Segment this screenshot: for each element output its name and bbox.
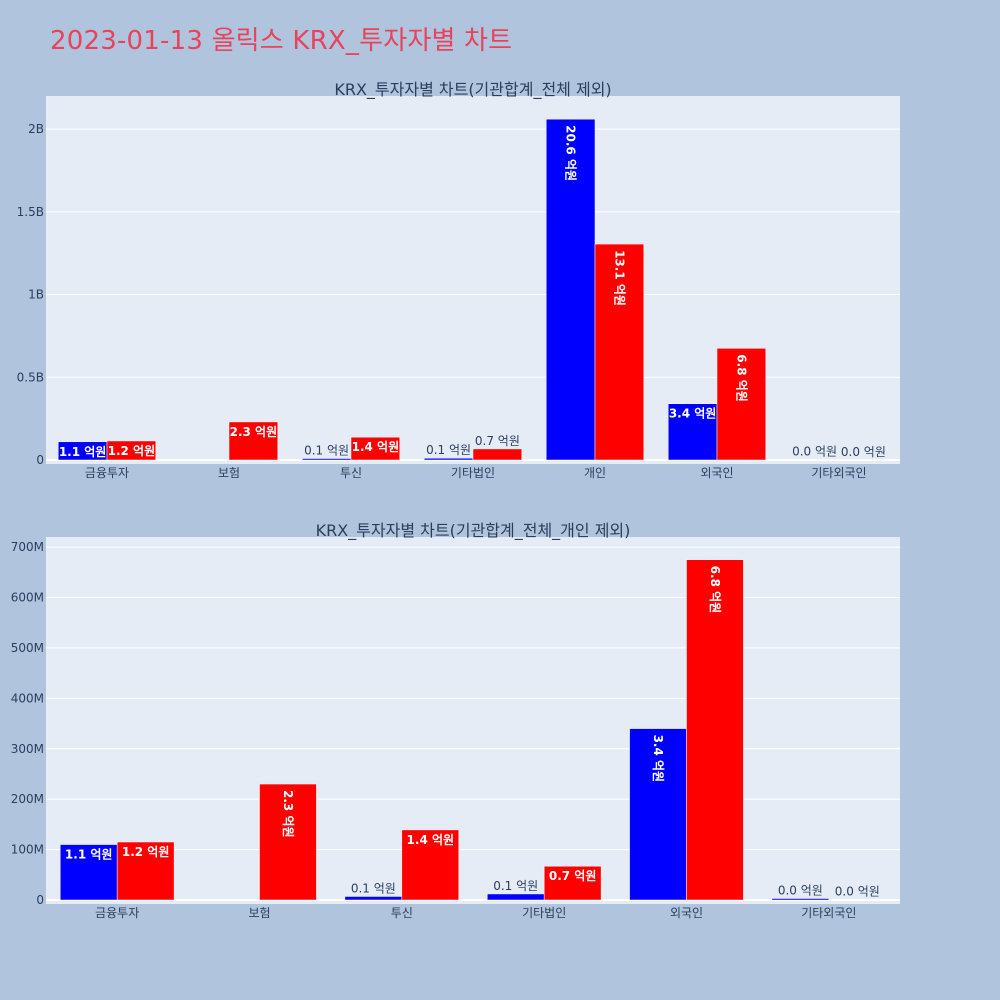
bar-sell — [228, 421, 279, 461]
data-label: 1.4 억원 — [407, 833, 455, 847]
data-label: 20.6 억원 — [564, 125, 578, 181]
y-tick-label: 700M — [11, 540, 44, 554]
bar-buy — [486, 893, 545, 901]
x-tick-label: 기타외국인 — [811, 466, 866, 480]
data-label: 0.7 억원 — [549, 869, 597, 883]
y-tick-label: 1B — [28, 288, 44, 302]
y-tick-label: 0.5B — [17, 370, 44, 384]
data-label: 6.8 억원 — [708, 566, 722, 614]
x-tick-label: 기타법인 — [522, 906, 566, 920]
x-tick-label: 금융투자 — [85, 466, 129, 480]
bar-buy — [771, 898, 830, 901]
data-label: 1.4 억원 — [352, 440, 400, 454]
data-label: 0.7 억원 — [475, 434, 520, 448]
bar-sell — [472, 448, 523, 461]
data-label: 0.0 억원 — [778, 883, 823, 897]
bar-sell — [543, 865, 602, 901]
bar-sell — [716, 348, 767, 461]
data-label: 0.0 억원 — [835, 884, 880, 898]
data-label: 1.2 억원 — [108, 444, 156, 458]
bar-buy — [545, 118, 596, 461]
data-label: 1.1 억원 — [59, 445, 107, 459]
data-label: 2.3 억원 — [230, 425, 278, 439]
data-label: 0.1 억원 — [351, 881, 396, 895]
x-tick-label: 기타법인 — [451, 466, 495, 480]
y-tick-label: 200M — [11, 792, 44, 806]
data-label: 2.3 억원 — [281, 790, 295, 838]
data-label: 3.4 억원 — [651, 735, 665, 783]
page-title: 2023-01-13 올릭스 KRX_투자자별 차트 — [50, 26, 513, 56]
data-label: 1.1 억원 — [65, 848, 113, 862]
x-tick-label: 보험 — [248, 906, 270, 920]
data-label: 0.1 억원 — [304, 444, 349, 458]
bar-sell — [106, 440, 157, 461]
x-tick-label: 기타외국인 — [801, 906, 856, 920]
bar-sell — [401, 829, 460, 901]
x-tick-label: 투신 — [391, 906, 413, 920]
bar-buy — [301, 458, 352, 461]
data-label: 0.1 억원 — [493, 879, 538, 893]
bar-sell — [350, 436, 401, 461]
y-tick-label: 0 — [36, 453, 44, 467]
data-label: 0.0 억원 — [841, 445, 886, 459]
data-label: 0.0 억원 — [792, 445, 837, 459]
bar-buy — [59, 844, 118, 901]
bar-buy — [423, 457, 474, 461]
bar-sell — [594, 243, 645, 461]
plot-area-1 — [46, 96, 900, 464]
y-tick-label: 600M — [11, 591, 44, 605]
data-label: 6.8 억원 — [734, 354, 748, 402]
y-tick-label: 2B — [28, 122, 44, 136]
data-label: 3.4 억원 — [669, 407, 717, 421]
data-label: 0.1 억원 — [426, 443, 471, 457]
x-tick-label: 외국인 — [670, 906, 703, 920]
x-tick-label: 금융투자 — [95, 906, 139, 920]
bar-sell — [259, 783, 317, 901]
data-label: 13.1 억원 — [612, 250, 626, 306]
bar-sell — [828, 899, 887, 901]
x-tick-label: 투신 — [340, 466, 362, 480]
x-tick-label: 외국인 — [700, 466, 733, 480]
plot-area-2 — [46, 537, 900, 904]
y-tick-label: 1.5B — [17, 205, 44, 219]
x-tick-label: 보험 — [218, 466, 240, 480]
bar-sell — [686, 559, 744, 901]
chart-title-1: KRX_투자자별 차트(기관합계_전체 제외) — [334, 80, 611, 100]
y-tick-label: 0 — [36, 893, 44, 907]
y-tick-label: 400M — [11, 691, 44, 705]
x-tick-label: 개인 — [584, 466, 606, 480]
bar-buy — [667, 403, 718, 461]
y-tick-label: 300M — [11, 742, 44, 756]
bar-buy — [629, 728, 687, 901]
y-tick-label: 100M — [11, 843, 44, 857]
bar-sell — [116, 841, 175, 901]
bar-buy — [344, 896, 403, 901]
chart-title-2: KRX_투자자별 차트(기관합계_전체_개인 제외) — [316, 521, 631, 541]
data-label: 1.2 억원 — [122, 845, 170, 859]
y-tick-label: 500M — [11, 641, 44, 655]
